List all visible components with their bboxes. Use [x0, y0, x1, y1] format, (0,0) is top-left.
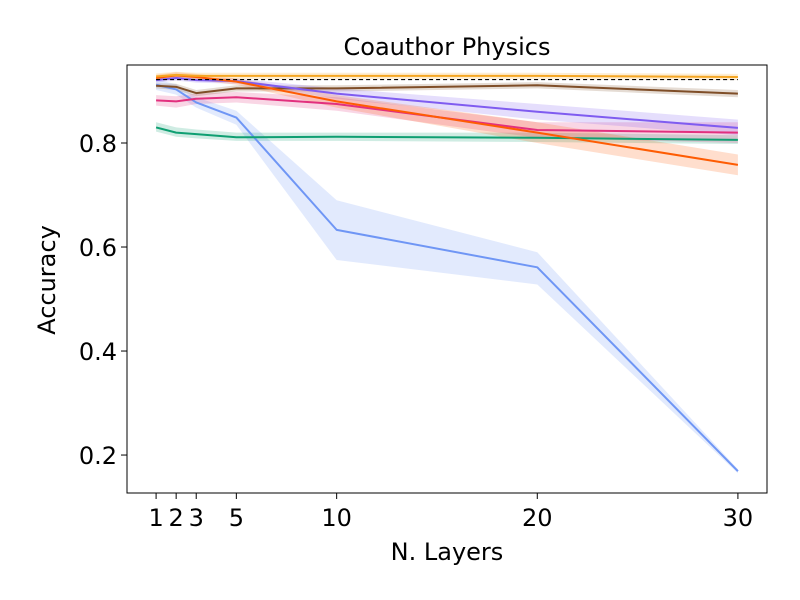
series-line-4 — [156, 84, 738, 95]
confidence-band-4 — [156, 82, 738, 98]
x-tick-label: 2 — [169, 504, 184, 532]
x-axis: 1 2 3 5 10 20 30 — [148, 493, 753, 532]
confidence-band-1 — [156, 79, 738, 474]
y-axis-label: Accuracy — [33, 225, 61, 335]
x-tick-label: 20 — [522, 504, 553, 532]
y-axis: 0.2 0.4 0.6 0.8 — [79, 130, 127, 470]
y-tick-label: 0.2 — [79, 442, 117, 470]
series-line-1 — [155, 83, 739, 472]
x-tick-label: 1 — [148, 504, 163, 532]
series-line-7 — [156, 73, 738, 78]
y-tick-label: 0.6 — [79, 234, 117, 262]
confidence-band-5 — [156, 75, 738, 136]
confidence-band-6 — [156, 72, 738, 176]
plot-frame — [126, 64, 768, 494]
x-tick-label: 3 — [189, 504, 204, 532]
chart-title: Coauthor Physics — [344, 33, 551, 61]
x-axis-label: N. Layers — [391, 538, 504, 566]
series-line-3 — [156, 96, 738, 134]
series-line-2 — [155, 126, 738, 141]
x-tick-label: 10 — [321, 504, 352, 532]
x-tick-label: 30 — [723, 504, 754, 532]
y-tick-label: 0.8 — [79, 130, 117, 158]
y-tick-label: 0.4 — [79, 338, 117, 366]
x-tick-label: 5 — [229, 504, 244, 532]
series-lines — [155, 73, 739, 472]
